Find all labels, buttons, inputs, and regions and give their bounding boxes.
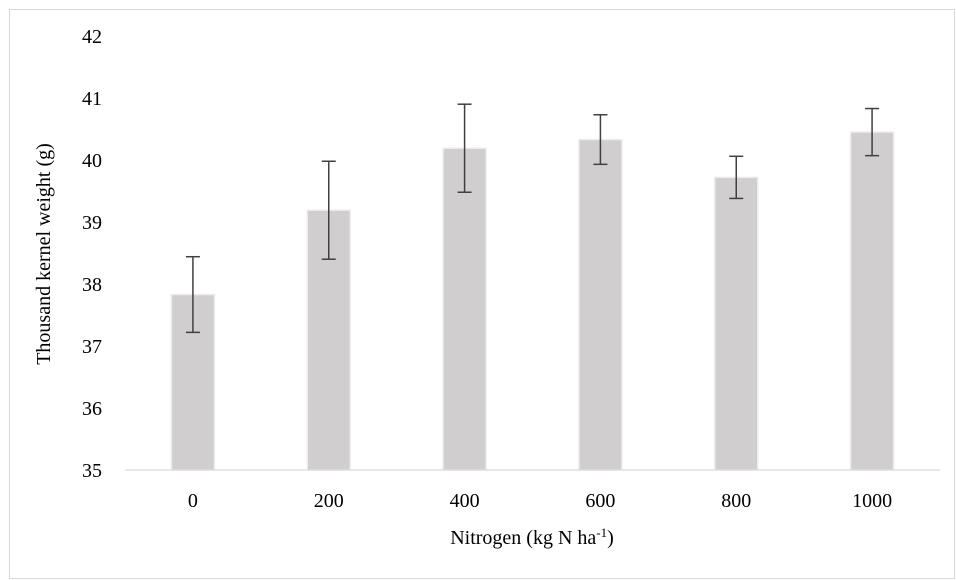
error-bar-400 — [457, 103, 472, 193]
bar-800 — [714, 176, 759, 471]
x-tick-label-200: 200 — [314, 490, 344, 512]
y-tick-label-37: 37 — [82, 336, 102, 358]
y-tick-label-41: 41 — [82, 88, 102, 110]
x-tick-label-800: 800 — [721, 490, 751, 512]
x-axis-title: Nitrogen (kg N ha-1) — [450, 525, 614, 550]
y-tick-label-39: 39 — [82, 212, 102, 234]
error-bars-layer — [185, 103, 880, 334]
x-tick-label-0: 0 — [188, 490, 198, 512]
x-axis-title-main: Nitrogen (kg N ha — [450, 527, 596, 549]
error-bar-200 — [321, 160, 336, 260]
y-tick-label-42: 42 — [82, 26, 102, 48]
y-axis-title: Thousand kernel weight (g) — [33, 143, 55, 365]
bars-layer — [170, 131, 895, 471]
y-tick-label-38: 38 — [82, 274, 102, 296]
y-tick-label-35: 35 — [82, 460, 102, 482]
error-bar-800 — [729, 155, 744, 200]
bar-600 — [578, 138, 623, 471]
bar-400 — [442, 147, 487, 471]
y-tick-label-36: 36 — [82, 398, 102, 420]
x-tick-label-600: 600 — [585, 490, 615, 512]
x-tick-labels: 0 200 400 600 800 1000 — [188, 490, 892, 512]
x-axis-title-suffix: ) — [607, 527, 614, 549]
x-tick-label-400: 400 — [450, 490, 480, 512]
x-tick-label-1000: 1000 — [852, 490, 892, 512]
y-tick-labels: 35 36 37 38 39 40 41 42 — [82, 26, 102, 482]
error-bar-600 — [593, 113, 608, 166]
x-axis-title-superscript: -1 — [596, 525, 607, 540]
error-bar-0 — [185, 255, 200, 334]
error-bar-1000 — [865, 107, 880, 157]
y-tick-label-40: 40 — [82, 150, 102, 172]
bar-1000 — [849, 131, 895, 471]
